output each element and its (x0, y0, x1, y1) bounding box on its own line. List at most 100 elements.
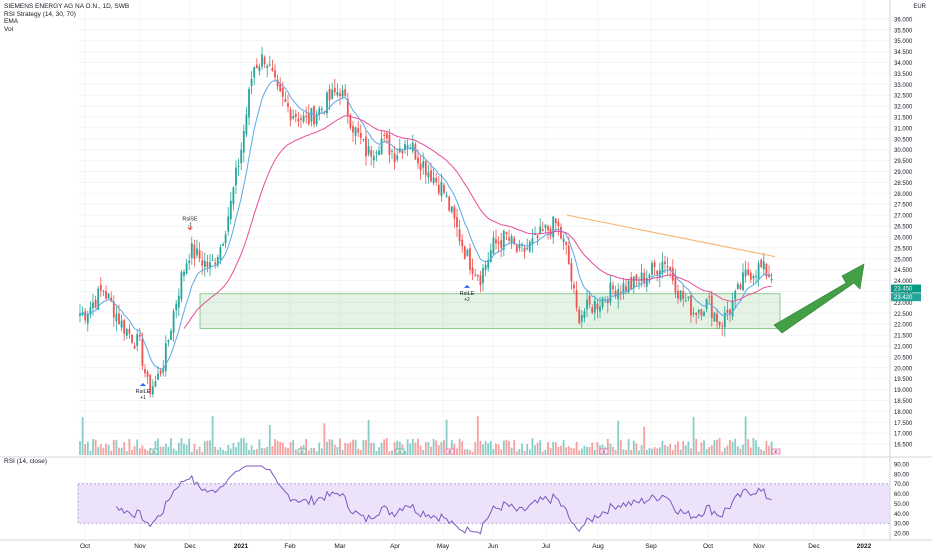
volume-bar (388, 451, 391, 455)
price-tick-label: 30.500 (894, 137, 913, 143)
candle-body (518, 245, 521, 248)
candle-body (731, 301, 734, 317)
candle-body (669, 267, 672, 271)
volume-bar (175, 450, 178, 455)
price-tick-label: 32.500 (894, 94, 913, 100)
volume-bar (552, 442, 555, 455)
price-tick-label: 26.500 (894, 225, 913, 231)
volume-bar (333, 444, 336, 455)
volume-badge-label: D (153, 449, 156, 454)
price-tick-label: 34.500 (894, 50, 913, 56)
candle-body (653, 262, 656, 268)
volume-bar (471, 451, 474, 455)
candle-body (547, 226, 549, 231)
candle-body (729, 309, 731, 314)
candle-body (713, 312, 716, 322)
price-tick-label: 22.500 (894, 312, 913, 318)
candle-body (401, 150, 404, 154)
volume-bar (700, 442, 703, 455)
volume-bar (315, 451, 318, 455)
volume-bar (307, 450, 310, 455)
candle-body (302, 115, 305, 122)
volume-bar (81, 417, 84, 455)
candle-body (448, 196, 451, 211)
time-tick-label: Jun (488, 543, 499, 550)
time-tick-label: Feb (284, 543, 296, 550)
candle-body (700, 309, 703, 316)
volume-badge-label: D (399, 449, 402, 454)
price-tick-label: 35.000 (894, 39, 913, 45)
vol-label[interactable]: Vol (4, 25, 14, 33)
candle-body (487, 259, 490, 269)
time-tick-label: Sep (645, 543, 657, 550)
time-tick-label: 2021 (234, 543, 249, 550)
candle-body (294, 113, 297, 118)
candle-body (575, 290, 578, 308)
volume-bar (131, 449, 133, 455)
candle-body (630, 277, 633, 290)
candle-body (692, 312, 695, 314)
candle-body (92, 302, 94, 309)
volume-bar (177, 442, 180, 455)
price-tick-label: 16.500 (894, 443, 913, 449)
volume-bar (690, 448, 692, 455)
volume-bar (755, 440, 757, 455)
volume-bar (370, 442, 373, 455)
price-tick-label: 19.000 (894, 388, 913, 394)
volume-bar (188, 438, 191, 455)
candle-body (183, 271, 185, 276)
volume-bar (146, 450, 149, 455)
volume-bar (383, 439, 386, 455)
volume-bar (112, 439, 115, 455)
volume-bar (669, 443, 672, 455)
volume-bar (414, 442, 417, 455)
strategy-label[interactable]: RSI Strategy (14, 30, 70) (4, 10, 76, 18)
volume-bar (653, 447, 656, 455)
price-tick-label: 23.500 (894, 290, 913, 296)
volume-bar (263, 448, 266, 455)
volume-bar (487, 443, 490, 455)
candle-body (609, 282, 612, 303)
candle-body (627, 280, 630, 293)
rsi-tick-label: 20.00 (894, 532, 910, 538)
rsi-legend[interactable]: RSI (14, close) (4, 458, 47, 465)
volume-bar (123, 442, 126, 455)
symbol-title[interactable]: SIEMENS ENERGY AG NA O.N., 1D, SWB (4, 3, 130, 10)
candle-body (458, 229, 461, 242)
volume-bar (502, 440, 505, 455)
candle-body (757, 263, 760, 281)
candle-body (508, 237, 510, 241)
volume-bar (521, 443, 523, 455)
candle-body (177, 295, 180, 308)
volume-bar (721, 451, 724, 455)
candle-body (203, 260, 206, 268)
candle-body (128, 329, 131, 334)
trendline (566, 214, 776, 258)
volume-bar (375, 451, 378, 455)
candle-body (734, 290, 737, 300)
time-tick-label: Jul (542, 543, 551, 550)
candle-body (123, 319, 126, 334)
volume-bar (674, 444, 677, 455)
grid-lines (78, 0, 890, 538)
candle-body (144, 368, 146, 374)
volume-bar (643, 426, 646, 455)
candle-body (554, 218, 557, 224)
price-label-text: 23.450 (894, 287, 913, 293)
ema-label[interactable]: EMA (4, 18, 19, 26)
candle-body (445, 194, 448, 197)
volume-bar (396, 440, 399, 455)
candle-body (453, 206, 456, 219)
candle-body (211, 259, 214, 261)
candle-body (502, 230, 505, 250)
volume-bar (627, 439, 630, 455)
volume-bar (586, 446, 588, 455)
volume-bar (133, 446, 136, 455)
price-tick-label: 24.500 (894, 268, 913, 274)
volume-bar (393, 442, 396, 455)
price-tick-label: 17.000 (894, 432, 913, 438)
volume-bar (318, 442, 321, 455)
volume-bar (656, 448, 659, 455)
price-label-box (891, 284, 921, 293)
